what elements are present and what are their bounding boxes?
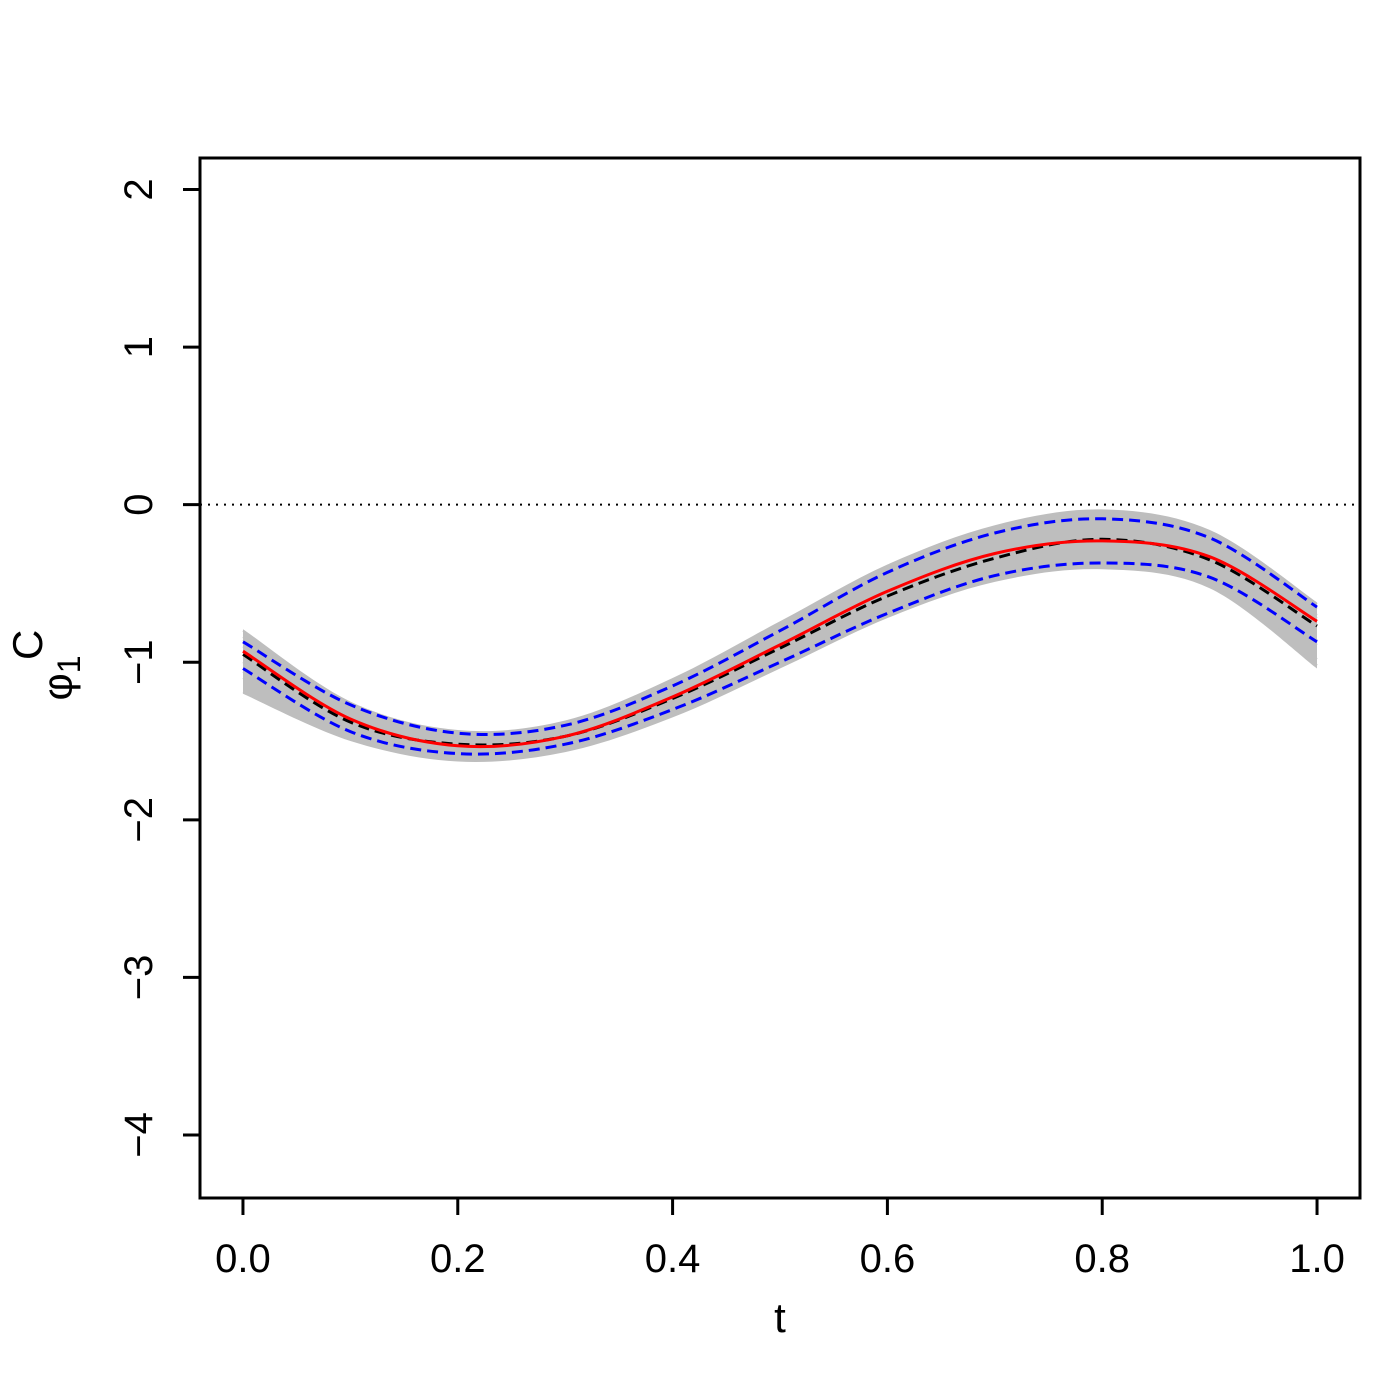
- gray-band-area: [243, 509, 1317, 762]
- gray-curves: [242, 513, 1318, 760]
- svg-text:φ1: φ1: [34, 655, 87, 700]
- y-axis-label: φ1 C: [4, 630, 87, 701]
- confidence-band: [243, 509, 1317, 762]
- x-tick-label: 0.2: [430, 1237, 486, 1281]
- x-axis-label: t: [774, 1294, 786, 1341]
- series-line-2: [242, 517, 1318, 737]
- series-line-0: [242, 539, 1318, 749]
- series-lines: [242, 517, 1318, 756]
- gray-curve-5: [242, 533, 1318, 744]
- y-tick-label: −2: [117, 797, 161, 843]
- series-line-3: [242, 561, 1318, 756]
- y-tick-label: −4: [117, 1112, 161, 1158]
- x-tick-label: 0.0: [215, 1237, 271, 1281]
- gray-curve-3: [242, 566, 1318, 760]
- y-tick-label: 0: [117, 494, 161, 516]
- x-tick-label: 0.6: [860, 1237, 916, 1281]
- x-axis: 0.0 0.2 0.4 0.6 0.8 1.0: [215, 1196, 1345, 1281]
- y-axis-label-superscript: C: [4, 630, 51, 660]
- y-tick-label: 1: [117, 336, 161, 358]
- y-axis: −4 −3 −2 −1 0 1 2: [117, 178, 202, 1158]
- y-tick-label: −3: [117, 955, 161, 1001]
- x-tick-label: 1.0: [1289, 1237, 1345, 1281]
- y-tick-label: −1: [117, 639, 161, 685]
- x-tick-label: 0.8: [1074, 1237, 1130, 1281]
- y-axis-label-subscript: 1: [51, 655, 87, 673]
- y-axis-label-base: φ: [34, 673, 81, 700]
- y-tick-label: 2: [117, 178, 161, 200]
- x-tick-label: 0.4: [645, 1237, 701, 1281]
- gray-curve-1: [242, 522, 1318, 739]
